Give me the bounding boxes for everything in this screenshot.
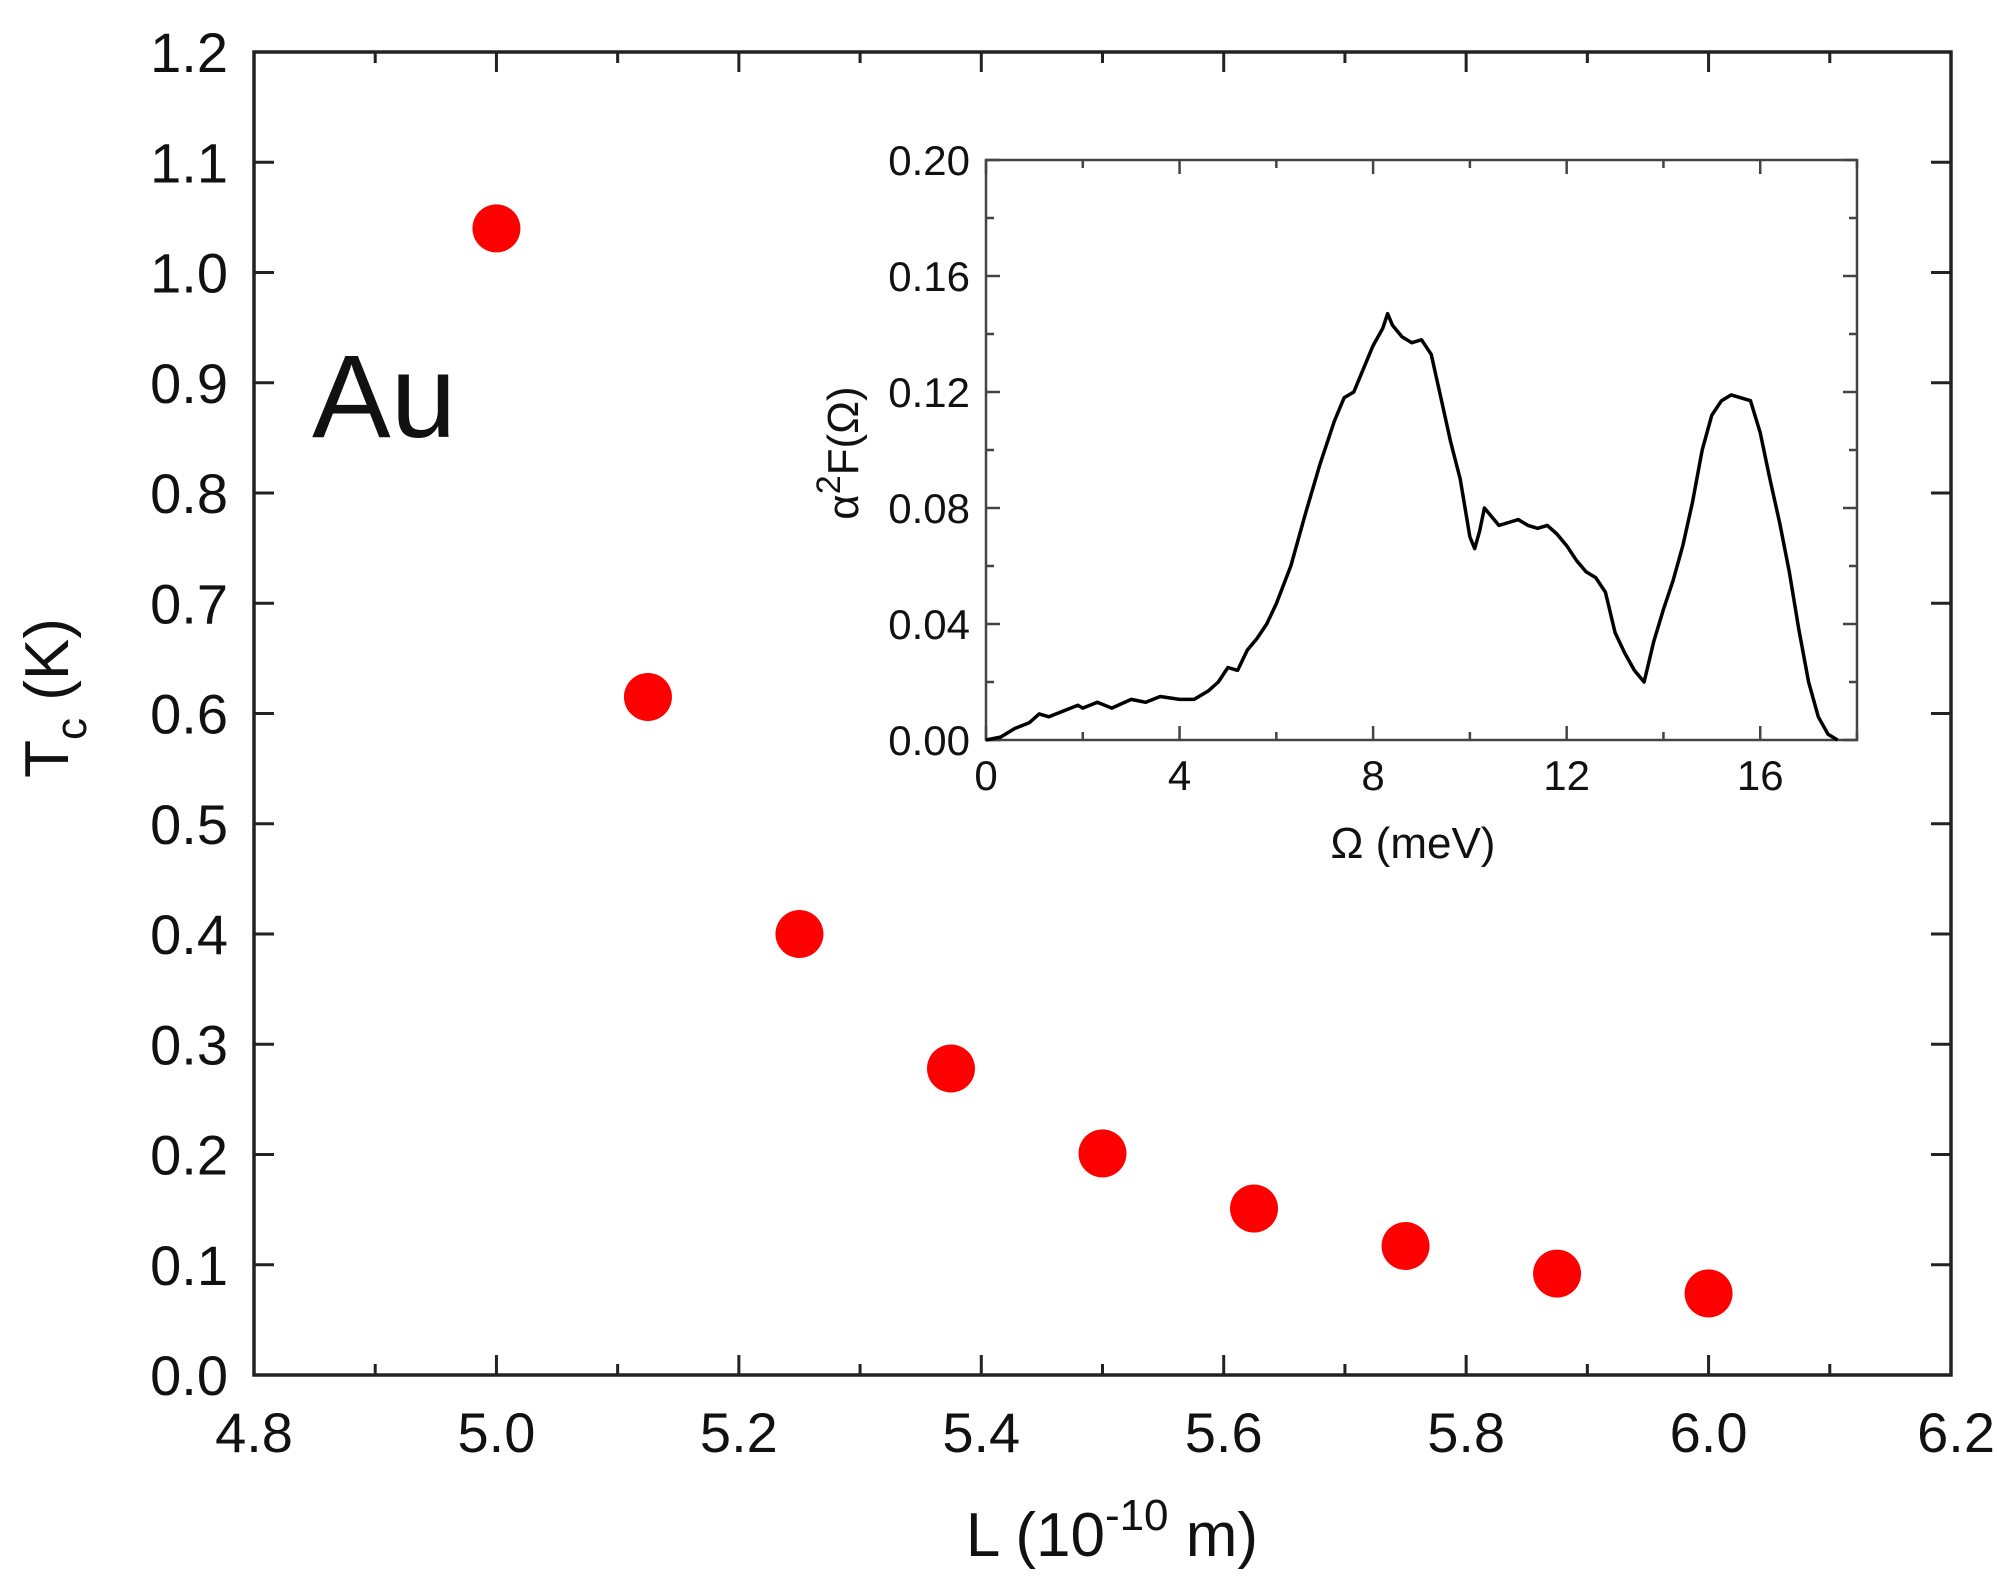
main-y-tick-label: 0.4 [150,903,228,966]
main-x-tick-label: 5.6 [1185,1401,1263,1464]
inset-y-tick-label: 0.20 [888,137,970,184]
inset-y-tick-label: 0.00 [888,717,970,764]
main-x-axis-label: L (10-10 m) [966,1491,1258,1570]
main-data-point [1533,1249,1582,1298]
main-data-point [1381,1222,1430,1271]
inset-y-tick-label: 0.08 [888,485,970,532]
main-y-tick-label: 0.0 [150,1344,228,1407]
inset-x-ticks: 0 4 8 12 16 [974,160,1859,799]
main-data-point [1684,1269,1733,1318]
main-y-tick-label: 0.1 [150,1234,228,1297]
main-x-tick-label: 6.0 [1670,1401,1748,1464]
main-data-points [472,204,1733,1318]
inset-x-tick-label: 0 [974,752,997,799]
inset-y-axis-label: α2F(Ω) [810,386,868,519]
inset-x-tick-label: 8 [1361,752,1384,799]
main-y-tick-label: 1.0 [150,242,228,305]
main-data-point [926,1044,975,1093]
main-data-point [1230,1184,1279,1233]
main-plot: 4.8 5.0 5.2 5.4 5.6 5.8 6.0 6.2 0.0 0.1 0.2 0.3 0.4… [13,21,1995,1570]
inset-y-tick-label: 0.16 [888,253,970,300]
inset-plot: 0 4 8 12 16 0.00 0.04 0.08 0.12 0.16 0.20 Ω (meV)… [810,137,1859,868]
inset-x-tick-label: 12 [1543,752,1590,799]
main-x-tick-label: 6.2 [1917,1401,1995,1464]
main-x-tick-label: 5.4 [942,1401,1020,1464]
main-x-tick-label: 5.2 [700,1401,778,1464]
main-x-ticks: 4.8 5.0 5.2 5.4 5.6 5.8 6.0 6.2 [215,52,1995,1464]
main-y-tick-label: 0.2 [150,1124,228,1187]
main-data-point [623,672,672,721]
main-y-tick-label: 0.5 [150,793,228,856]
main-x-tick-label: 4.8 [215,1401,293,1464]
main-data-point [1078,1129,1127,1178]
inset-y-tick-label: 0.12 [888,369,970,416]
main-y-tick-label: 0.6 [150,683,228,746]
main-y-tick-label: 1.2 [150,21,228,84]
inset-series-line [985,311,1839,742]
main-data-point [472,204,521,253]
main-y-tick-label: 1.1 [150,131,228,194]
inset-y-ticks: 0.00 0.04 0.08 0.12 0.16 0.20 [888,137,1857,764]
main-y-tick-label: 0.8 [150,462,228,525]
inset-x-tick-label: 4 [1168,752,1191,799]
main-y-tick-label: 0.9 [150,352,228,415]
inset-y-tick-label: 0.04 [888,601,970,648]
main-y-axis-label: Tc (K) [13,618,96,778]
main-x-tick-label: 5.8 [1427,1401,1505,1464]
main-data-point [775,910,824,958]
main-y-tick-label: 0.7 [150,572,228,635]
material-annotation: Au [312,331,456,463]
main-y-ticks: 0.0 0.1 0.2 0.3 0.4 0.5 0.6 0.7 0.8 0.9 1.0 1.1 1.2 [150,21,1951,1407]
main-y-tick-label: 0.3 [150,1013,228,1076]
main-x-tick-label: 5.0 [457,1401,535,1464]
inset-x-axis-label: Ω (meV) [1331,819,1496,868]
inset-x-tick-label: 16 [1737,752,1784,799]
